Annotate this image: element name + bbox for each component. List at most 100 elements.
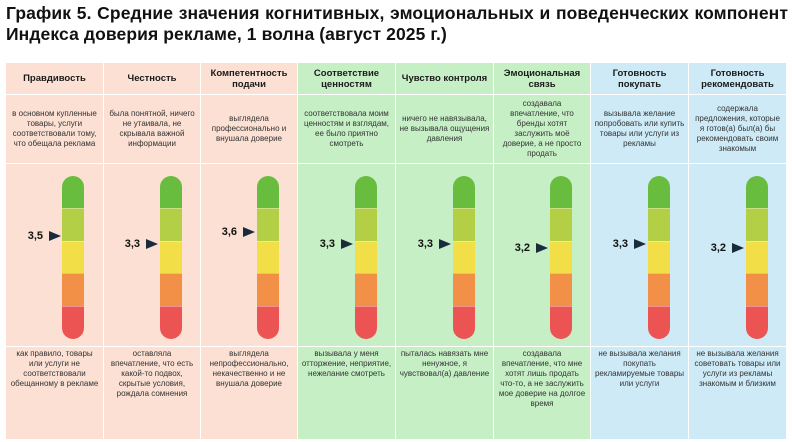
- value-label: 3,6: [221, 226, 237, 239]
- scale-bar: [746, 176, 768, 339]
- divider: [689, 94, 786, 95]
- positive-pole-text: соответствовала моим ценностям и взгляда…: [303, 109, 390, 148]
- pointer-arrow-icon: [243, 227, 255, 238]
- divider: [298, 346, 395, 347]
- scale-segment: [453, 207, 475, 241]
- scale-segment: [257, 306, 279, 339]
- column-header: Компетентность подачи: [210, 67, 288, 90]
- divider: [396, 163, 493, 164]
- divider: [298, 94, 395, 95]
- pointer-arrow-icon: [49, 231, 61, 242]
- column-3: Компетентность подачи выглядела профессио…: [200, 63, 297, 439]
- scale-bar: [62, 176, 84, 339]
- value-marker: 3,2: [515, 242, 548, 254]
- column-2: Честность была понятной, ничего не утаива…: [103, 63, 200, 439]
- negative-pole-text: не вызывала желания покупать рекламируем…: [594, 349, 685, 388]
- divider: [201, 346, 297, 347]
- scale-segment: [746, 207, 768, 241]
- scale-segment: [62, 273, 84, 307]
- scale-segment: [355, 273, 377, 307]
- scale-segment: [355, 240, 377, 274]
- scale-segment: [550, 306, 572, 339]
- pointer-arrow-icon: [536, 243, 548, 254]
- scale-segment: [160, 207, 182, 241]
- scale-bar: [550, 176, 572, 339]
- pointer-arrow-icon: [439, 239, 451, 250]
- positive-pole-text: в основном купленные товары, услуги соот…: [12, 109, 97, 148]
- scale-segment: [453, 176, 475, 208]
- divider: [201, 163, 297, 164]
- scale-segment: [648, 306, 670, 339]
- scale-segment: [648, 176, 670, 208]
- value-label: 3,3: [417, 238, 433, 251]
- value-marker: 3,6: [222, 226, 255, 238]
- divider: [104, 163, 200, 164]
- negative-pole-text: вызывала у меня отторжение, неприятие, н…: [301, 349, 392, 378]
- column-header: Чувство контроля: [401, 73, 488, 84]
- negative-pole-text: создавала впечатление, что мне хотят лиш…: [498, 349, 586, 408]
- divider: [689, 163, 786, 164]
- scale-segment: [355, 176, 377, 208]
- pointer-arrow-icon: [146, 239, 158, 250]
- negative-pole-text: выглядела непрофессионально, некачествен…: [209, 349, 289, 388]
- scale-segment: [550, 240, 572, 274]
- negative-pole-text: оставляла впечатление, что есть какой-то…: [110, 349, 194, 398]
- column-1: Правдивость в основном купленные товары, …: [6, 63, 103, 439]
- scale-segment: [648, 207, 670, 241]
- divider: [689, 346, 786, 347]
- scale-segment: [355, 207, 377, 241]
- negative-pole-text: как правило, товары или услуги не соотве…: [10, 349, 99, 388]
- divider: [494, 346, 590, 347]
- scale-segment: [257, 207, 279, 241]
- column-header: Готовность рекомендовать: [701, 67, 774, 90]
- scale-segment: [62, 176, 84, 208]
- divider: [298, 163, 395, 164]
- scale-segment: [746, 176, 768, 208]
- scale-segment: [62, 207, 84, 241]
- scale-segment: [746, 273, 768, 307]
- column-header: Правдивость: [23, 73, 86, 84]
- value-label: 3,3: [124, 238, 140, 251]
- scale-bar: [160, 176, 182, 339]
- chart-title: График 5. Средние значения когнитивных, …: [6, 3, 788, 44]
- scale-bar: [257, 176, 279, 339]
- pointer-arrow-icon: [341, 239, 353, 250]
- value-marker: 3,3: [613, 238, 646, 250]
- divider: [591, 346, 688, 347]
- scale-segment: [550, 176, 572, 208]
- value-label: 3,2: [710, 242, 726, 255]
- divider: [6, 346, 103, 347]
- positive-pole-text: выглядела профессионально и внушала дове…: [211, 114, 287, 143]
- divider: [396, 94, 493, 95]
- scale-segment: [355, 306, 377, 339]
- chart-grid: Правдивость в основном купленные товары, …: [6, 63, 786, 439]
- scale-segment: [160, 273, 182, 307]
- divider: [494, 94, 590, 95]
- value-label: 3,2: [514, 242, 530, 255]
- positive-pole-text: содержала предложения, которые я готов(а…: [695, 104, 780, 153]
- scale-bar: [355, 176, 377, 339]
- column-5: Чувство контроля ничего не навязывала, не…: [395, 63, 493, 439]
- value-marker: 3,5: [28, 230, 61, 242]
- divider: [104, 94, 200, 95]
- value-marker: 3,3: [320, 238, 353, 250]
- scale-segment: [257, 273, 279, 307]
- positive-pole-text: создавала впечатление, что бренды хотят …: [502, 99, 582, 158]
- scale-segment: [62, 306, 84, 339]
- divider: [591, 94, 688, 95]
- scale-segment: [550, 273, 572, 307]
- column-header: Честность: [127, 73, 177, 84]
- divider: [6, 163, 103, 164]
- scale-bar: [453, 176, 475, 339]
- divider: [494, 163, 590, 164]
- value-label: 3,5: [27, 230, 43, 243]
- scale-segment: [648, 240, 670, 274]
- divider: [201, 94, 297, 95]
- divider: [591, 163, 688, 164]
- value-label: 3,3: [319, 238, 335, 251]
- column-7: Готовность покупать вызывала желание попр…: [590, 63, 688, 439]
- scale-segment: [453, 240, 475, 274]
- value-label: 3,3: [612, 238, 628, 251]
- scale-segment: [160, 240, 182, 274]
- positive-pole-text: вызывала желание попробовать или купить …: [594, 109, 685, 148]
